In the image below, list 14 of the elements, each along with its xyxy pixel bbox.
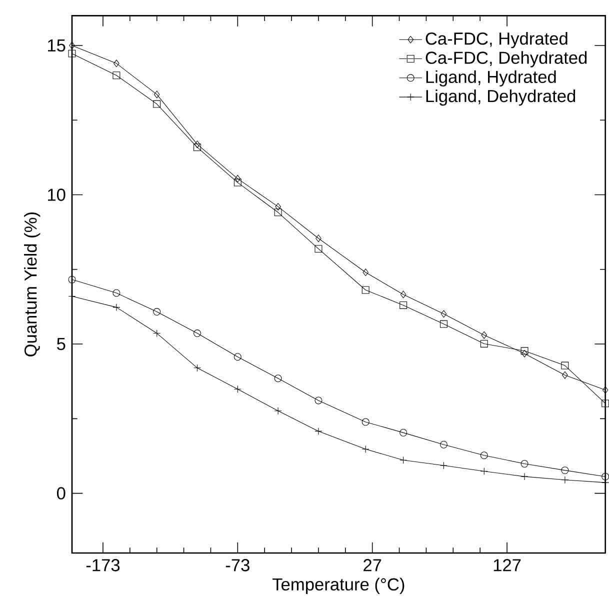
y-axis-title: Quantum Yield (%) xyxy=(24,212,40,356)
legend-label: Ca-FDC, Dehydrated xyxy=(426,51,587,68)
x-tick-label: -173 xyxy=(86,559,120,572)
y-tick-label: 0 xyxy=(56,487,66,500)
x-tick-label: 27 xyxy=(364,559,382,572)
y-tick-label: 5 xyxy=(57,338,66,350)
legend-label: Ca-FDC, Hydrated xyxy=(426,32,568,48)
legend-label: Ligand, Dehydrated xyxy=(426,89,576,106)
y-tick-label: 15 xyxy=(48,39,66,52)
x-tick-label: 127 xyxy=(494,559,521,572)
legend-label: Ligand, Hydrated xyxy=(426,70,556,86)
y-tick-label: 10 xyxy=(48,188,66,201)
x-axis-title: Temperature (°C) xyxy=(272,578,404,594)
x-tick-label: -73 xyxy=(226,559,250,572)
